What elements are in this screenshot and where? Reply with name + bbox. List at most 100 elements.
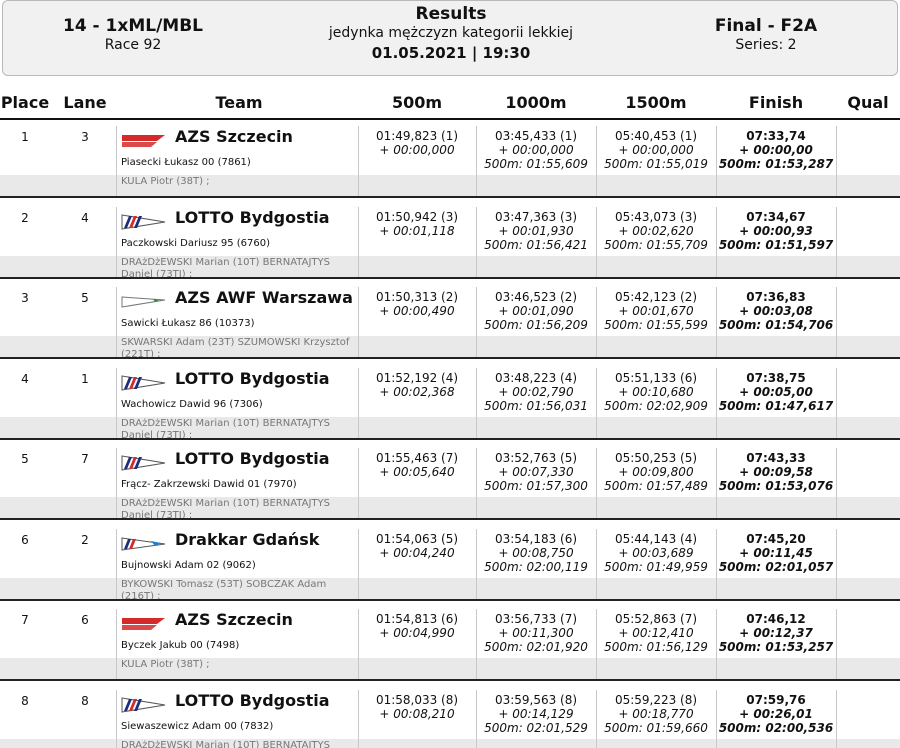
coach-names: BYKOWSKI Tomasz (53T) SOBCZAK Adam (216T… [121, 578, 327, 602]
split-gap: + 00:11,300 [498, 626, 574, 640]
split-500m: 01:50,942 (3) + 00:01,118 [358, 210, 476, 238]
column-divider [596, 448, 597, 518]
split-gap: + 00:00,000 [379, 143, 455, 157]
column-divider [596, 287, 597, 357]
split-gap: + 00:03,689 [618, 545, 694, 560]
place-number: 3 [21, 291, 29, 305]
column-divider [716, 609, 717, 679]
result-row: 3 5 AZS AWF Warszawa Sawicki Łukasz 86 (… [0, 287, 900, 363]
column-divider [476, 609, 477, 679]
place-number: 8 [21, 693, 29, 708]
column-divider [836, 126, 837, 196]
column-divider [116, 367, 117, 438]
result-row: 2 4 LOTTO Bydgostia Paczkowski Dariusz 9… [0, 206, 900, 283]
row-divider [0, 357, 900, 359]
lane-number: 1 [81, 371, 89, 386]
result-row: 6 2 Drakkar Gdańsk Bujnowski Adam 02 (90… [0, 528, 900, 605]
rower-name: Sawicki Łukasz 86 (10373) [121, 318, 255, 329]
lane-number: 5 [81, 291, 89, 305]
column-divider [596, 528, 597, 599]
column-divider [358, 287, 359, 357]
split-gap: + 00:18,770 [618, 706, 694, 721]
split-pace: 500m: 01:55,599 [604, 318, 708, 332]
split-time: 07:38,75 [746, 370, 806, 385]
column-divider [358, 206, 359, 277]
split-time: 07:46,12 [746, 612, 806, 626]
finish-time: 07:33,74 + 00:00,00 500m: 01:53,287 [716, 129, 836, 171]
row-divider [0, 276, 900, 279]
split-time: 07:45,20 [746, 531, 806, 546]
finish-time: 07:38,75 + 00:05,00 500m: 01:47,617 [716, 371, 836, 413]
split-time: 03:47,363 (3) [494, 209, 578, 224]
split-gap: + 00:00,00 [739, 143, 813, 157]
place-number: 6 [21, 532, 29, 547]
split-gap: + 00:00,000 [618, 143, 694, 157]
split-gap: + 00:12,37 [739, 626, 813, 640]
split-pace: 500m: 01:55,019 [604, 157, 708, 171]
split-pace: 500m: 02:00,119 [484, 559, 588, 574]
column-header-500m: 500m [391, 93, 443, 112]
split-1500m: 05:59,223 (8) + 00:18,770 500m: 01:59,660 [596, 693, 716, 735]
coach-names: DRAżDżEWSKI Marian (10T) BERNATAJTYS Dan… [121, 498, 330, 521]
split-gap: + 00:10,680 [618, 384, 694, 399]
club-flag-icon [121, 213, 167, 231]
column-divider [716, 528, 717, 599]
coach-band [0, 658, 900, 679]
team-name: LOTTO Bydgostia [175, 449, 330, 468]
split-time: 01:50,313 (2) [375, 290, 459, 304]
column-header-finish: Finish [748, 93, 804, 112]
stage-name: Final - F2A [714, 16, 818, 36]
place-number: 2 [21, 210, 29, 225]
split-1500m: 05:51,133 (6) + 00:10,680 500m: 02:02,909 [596, 371, 716, 413]
team-name: LOTTO Bydgostia [175, 368, 330, 388]
split-1000m: 03:46,523 (2) + 00:01,090 500m: 01:56,209 [476, 290, 596, 332]
split-1000m: 03:48,223 (4) + 00:02,790 500m: 01:56,031 [476, 371, 596, 413]
column-divider [836, 528, 837, 599]
row-divider [0, 518, 900, 520]
split-gap: + 00:14,129 [498, 706, 574, 721]
column-divider [596, 609, 597, 679]
row-divider [0, 679, 900, 681]
race-info: 14 - 1xML/MBL Race 92 [13, 15, 253, 54]
split-gap: + 00:05,00 [739, 384, 813, 399]
split-1500m: 05:43,073 (3) + 00:02,620 500m: 01:55,709 [596, 210, 716, 252]
page-title: Results [415, 4, 487, 24]
split-pace: 500m: 01:55,709 [604, 237, 708, 252]
row-divider [0, 196, 900, 198]
column-divider [358, 609, 359, 679]
row-divider [0, 437, 900, 440]
finish-time: 07:34,67 + 00:00,93 500m: 01:51,597 [716, 210, 836, 252]
column-divider [116, 126, 117, 196]
split-gap: + 00:00,000 [498, 143, 574, 157]
split-1000m: 03:45,433 (1) + 00:00,000 500m: 01:55,609 [476, 129, 596, 171]
lane-number: 2 [81, 532, 89, 547]
club-flag-icon [121, 132, 167, 150]
split-1000m: 03:47,363 (3) + 00:01,930 500m: 01:56,421 [476, 210, 596, 252]
split-gap: + 00:12,410 [618, 626, 694, 640]
event-category: jedynka mężczyzn kategorii lekkiej [328, 25, 574, 41]
column-divider [836, 287, 837, 357]
rower-name: Paczkowski Dariusz 95 (6760) [121, 237, 270, 249]
split-time: 07:59,76 [746, 692, 806, 707]
coach-names: SKWARSKI Adam (23T) SZUMOWSKI Krzysztof … [121, 337, 350, 360]
column-divider [476, 367, 477, 438]
split-gap: + 00:26,01 [739, 706, 813, 721]
split-pace: 500m: 01:56,031 [484, 398, 588, 413]
lane-number: 4 [81, 210, 89, 225]
coach-band [0, 497, 900, 518]
column-header-lane: Lane [63, 93, 107, 112]
column-divider [358, 689, 359, 748]
result-row: 7 6 AZS Szczecin Byczek Jakub 00 (7498) … [0, 609, 900, 685]
result-row: 8 8 LOTTO Bydgostia Siewaszewicz Adam 00… [0, 689, 900, 748]
split-pace: 500m: 02:01,920 [484, 640, 588, 654]
results-header: 14 - 1xML/MBL Race 92 Results jedynka mę… [2, 0, 898, 76]
column-header-1000m: 1000m [505, 93, 567, 112]
column-divider [716, 448, 717, 518]
split-time: 03:52,763 (5) [494, 451, 578, 465]
split-1000m: 03:59,563 (8) + 00:14,129 500m: 02:01,529 [476, 693, 596, 735]
split-pace: 500m: 01:56,421 [484, 237, 588, 252]
split-time: 01:54,063 (5) [375, 531, 459, 546]
place-number: 5 [21, 452, 29, 466]
club-flag-icon [121, 535, 167, 553]
column-divider [716, 126, 717, 196]
